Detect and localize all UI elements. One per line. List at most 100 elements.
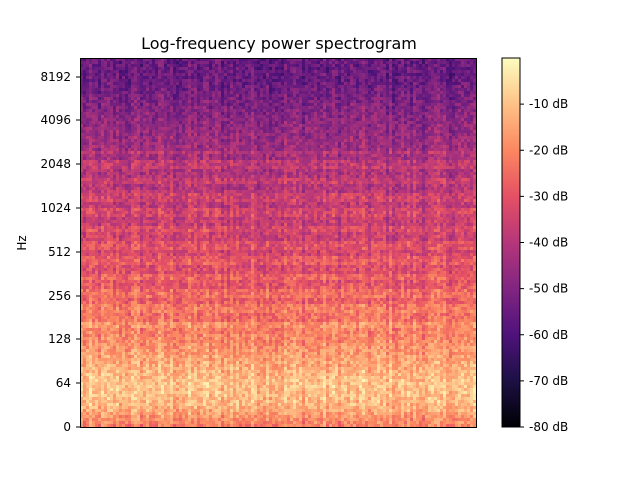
heatmap-cell [197, 355, 200, 358]
heatmap-cell [83, 388, 86, 391]
heatmap-cell [122, 103, 125, 106]
heatmap-cell [143, 355, 146, 358]
heatmap-cell [161, 361, 164, 364]
heatmap-cell [89, 157, 92, 160]
heatmap-cell [182, 109, 185, 112]
heatmap-cell [167, 232, 170, 235]
heatmap-cell [128, 124, 131, 127]
heatmap-cell [119, 223, 122, 226]
heatmap-cell [161, 166, 164, 169]
heatmap-cell [146, 418, 149, 421]
heatmap-cell [104, 229, 107, 232]
heatmap-cell [95, 373, 98, 376]
heatmap-cell [179, 286, 182, 289]
heatmap-cell [140, 91, 143, 94]
heatmap-cell [122, 376, 125, 379]
heatmap-cell [167, 199, 170, 202]
heatmap-cell [176, 64, 179, 67]
heatmap-cell [149, 313, 152, 316]
heatmap-cell [164, 169, 167, 172]
heatmap-cell [83, 79, 86, 82]
heatmap-cell [95, 115, 98, 118]
heatmap-cell [149, 79, 152, 82]
heatmap-cell [158, 256, 161, 259]
heatmap-cell [188, 127, 191, 130]
heatmap-cell [140, 343, 143, 346]
heatmap-cell [143, 406, 146, 409]
heatmap-cell [185, 136, 188, 139]
heatmap-cell [167, 76, 170, 79]
heatmap-cell [119, 343, 122, 346]
heatmap-cell [134, 415, 137, 418]
heatmap-cell [179, 412, 182, 415]
heatmap-cell [164, 292, 167, 295]
heatmap-cell [95, 121, 98, 124]
heatmap-cell [131, 298, 134, 301]
heatmap-cell [128, 412, 131, 415]
heatmap-cell [83, 169, 86, 172]
heatmap-cell [116, 190, 119, 193]
heatmap-cell [176, 97, 179, 100]
heatmap-cell [122, 88, 125, 91]
heatmap-cell [176, 151, 179, 154]
heatmap-cell [155, 235, 158, 238]
heatmap-cell [185, 73, 188, 76]
heatmap-cell [86, 199, 89, 202]
heatmap-cell [161, 412, 164, 415]
heatmap-cell [92, 64, 95, 67]
heatmap-cell [140, 130, 143, 133]
heatmap-cell [119, 139, 122, 142]
heatmap-cell [86, 388, 89, 391]
heatmap-cell [182, 391, 185, 394]
heatmap-cell [86, 364, 89, 367]
heatmap-cell [134, 175, 137, 178]
heatmap-cell [194, 175, 197, 178]
heatmap-cell [149, 340, 152, 343]
heatmap-cell [119, 298, 122, 301]
heatmap-cell [149, 412, 152, 415]
heatmap-cell [104, 124, 107, 127]
heatmap-cell [128, 88, 131, 91]
heatmap-cell [197, 235, 200, 238]
heatmap-cell [149, 421, 152, 424]
heatmap-cell [128, 379, 131, 382]
heatmap-cell [113, 388, 116, 391]
heatmap-cell [176, 103, 179, 106]
heatmap-cell [179, 115, 182, 118]
heatmap-cell [119, 295, 122, 298]
heatmap-cell [191, 289, 194, 292]
heatmap-cell [170, 406, 173, 409]
heatmap-cell [86, 235, 89, 238]
heatmap-cell [158, 85, 161, 88]
heatmap-cell [107, 235, 110, 238]
heatmap-cell [107, 424, 110, 427]
heatmap-cell [119, 331, 122, 334]
heatmap-cell [110, 97, 113, 100]
heatmap-cell [128, 334, 131, 337]
heatmap-cell [149, 115, 152, 118]
heatmap-cell [161, 358, 164, 361]
heatmap-cell [89, 379, 92, 382]
heatmap-cell [98, 310, 101, 313]
heatmap-cell [107, 286, 110, 289]
heatmap-cell [101, 100, 104, 103]
heatmap-cell [107, 388, 110, 391]
heatmap-cell [185, 322, 188, 325]
heatmap-cell [164, 355, 167, 358]
heatmap-cell [146, 409, 149, 412]
heatmap-cell [122, 391, 125, 394]
heatmap-cell [158, 424, 161, 427]
heatmap-cell [158, 106, 161, 109]
heatmap-cell [134, 418, 137, 421]
heatmap-cell [137, 145, 140, 148]
heatmap-cell [143, 292, 146, 295]
heatmap-cell [194, 211, 197, 214]
heatmap-cell [155, 229, 158, 232]
heatmap-cell [101, 193, 104, 196]
heatmap-cell [98, 361, 101, 364]
heatmap-cell [146, 226, 149, 229]
heatmap-cell [110, 232, 113, 235]
heatmap-cell [107, 151, 110, 154]
heatmap-cell [164, 88, 167, 91]
heatmap-cell [107, 406, 110, 409]
